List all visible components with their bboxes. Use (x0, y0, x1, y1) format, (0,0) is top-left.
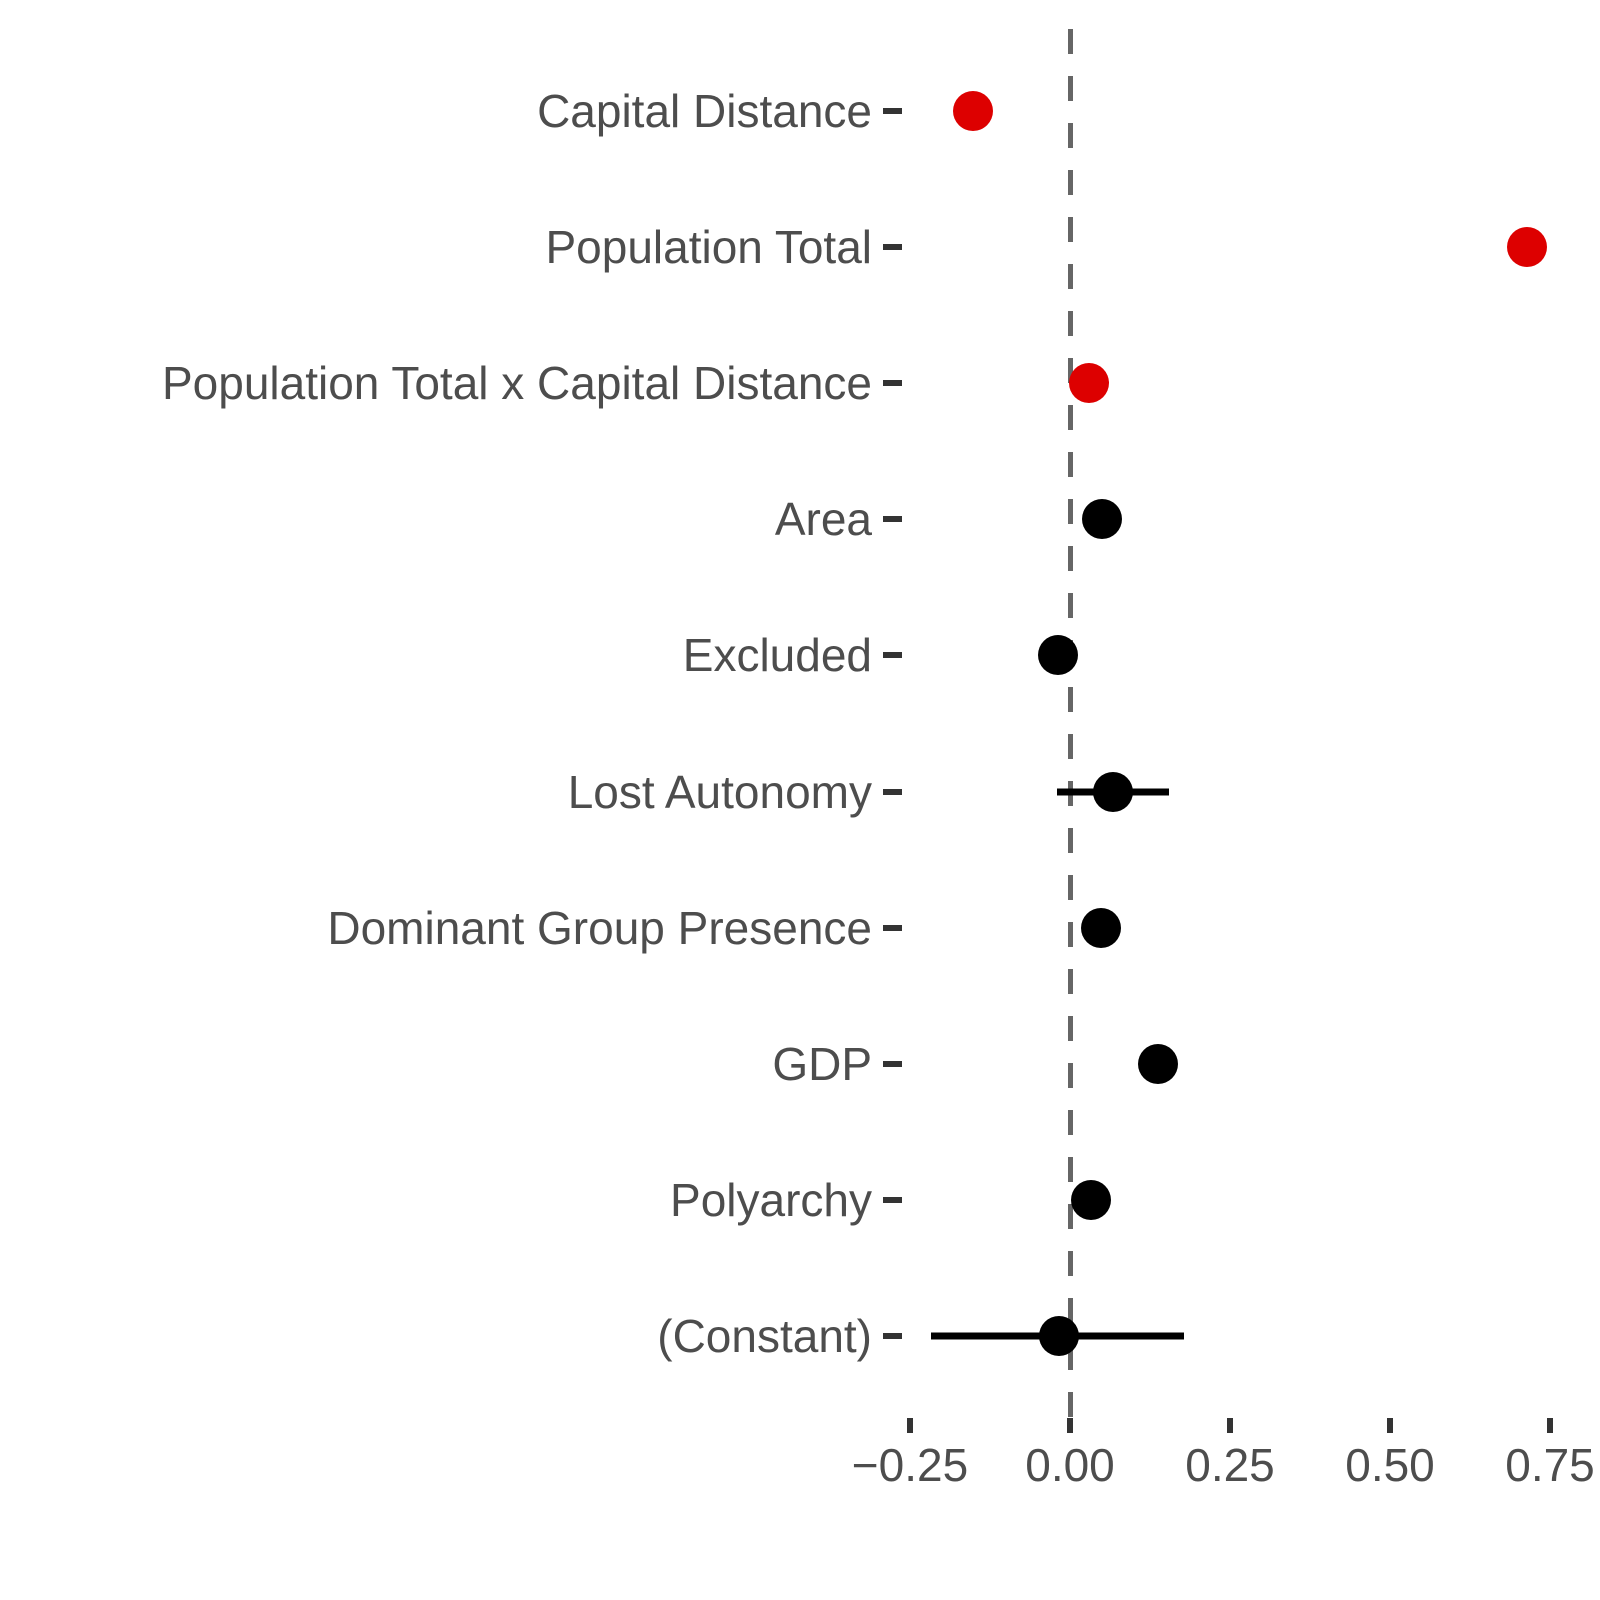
y-axis-tick (883, 516, 902, 523)
x-axis-tick-label: 0.25 (1185, 1439, 1275, 1491)
coefficient-dot (1039, 1315, 1080, 1356)
y-axis-tick (883, 380, 902, 387)
y-axis-tick (883, 244, 902, 251)
x-axis-tick-label: −0.25 (851, 1439, 969, 1491)
zero-reference-line (1067, 29, 1073, 1419)
y-axis-tick (883, 924, 902, 931)
coefficient-dot (1069, 363, 1110, 404)
x-axis-tick (907, 1418, 913, 1433)
x-axis-tick-label: 0.00 (1025, 1439, 1115, 1491)
y-axis-tick (883, 1060, 902, 1067)
coefficient-dot (1137, 1043, 1178, 1084)
coefficient-dot (952, 91, 993, 131)
y-axis-tick (883, 1332, 902, 1339)
row-label: GDP (772, 1037, 872, 1090)
row-label: Population Total x Capital Distance (161, 357, 872, 410)
y-axis-tick (883, 1196, 902, 1203)
x-axis-tick (1067, 1418, 1073, 1433)
x-axis-tick (1387, 1418, 1393, 1433)
x-axis-tick-label: 0.75 (1505, 1439, 1595, 1491)
row-label: Area (774, 493, 872, 546)
coefficient-dot (1506, 227, 1547, 268)
coefficient-dot (1080, 907, 1121, 948)
row-label: Polyarchy (670, 1173, 872, 1226)
y-axis-tick (883, 108, 902, 114)
y-axis-tick (883, 788, 902, 795)
y-axis-tick (883, 652, 902, 659)
row-label: Excluded (682, 629, 872, 682)
coefficient-dot (1037, 635, 1078, 676)
coefficient-dot (1071, 1179, 1112, 1220)
row-label: Lost Autonomy (567, 765, 872, 818)
coefficient-dot (1082, 499, 1122, 540)
row-label: Population Total (545, 221, 872, 274)
row-label: (Constant) (657, 1309, 872, 1362)
x-axis-tick (1547, 1418, 1553, 1433)
coefficient-dot (1092, 771, 1133, 812)
row-label: Dominant Group Presence (327, 901, 872, 954)
x-axis-tick-label: 0.50 (1345, 1439, 1435, 1491)
x-axis-tick (1227, 1418, 1233, 1433)
row-label: Capital Distance (537, 85, 872, 137)
